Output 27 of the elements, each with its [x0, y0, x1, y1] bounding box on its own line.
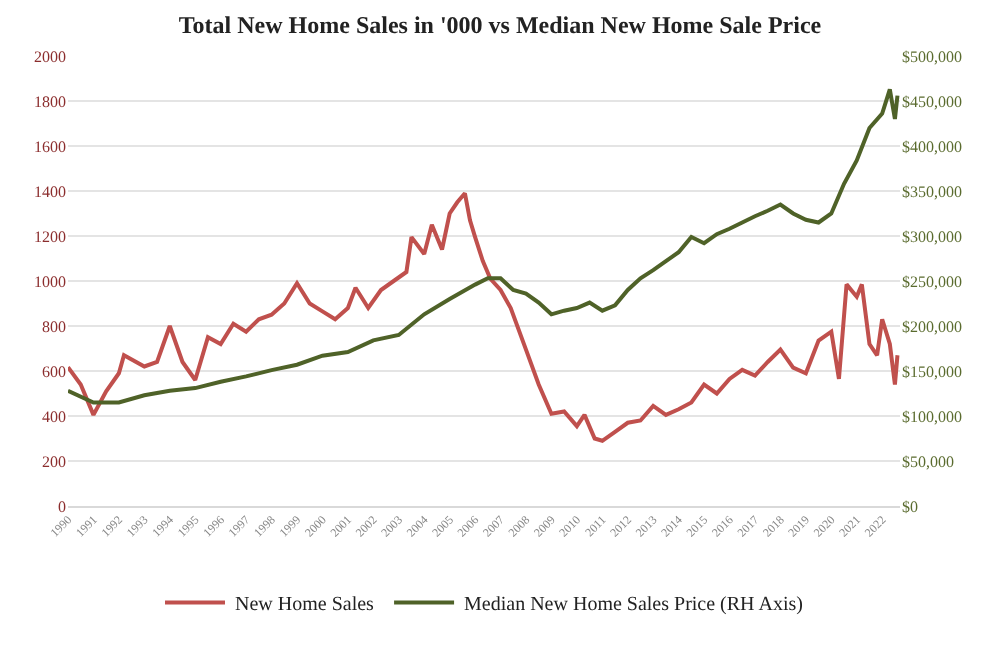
y2-tick-label: $450,000	[902, 92, 962, 111]
chart-title: Total New Home Sales in '000 vs Median New Home Sale Price	[178, 11, 823, 40]
y-tick-label: 1800	[34, 92, 66, 111]
y2-tick-label: $150,000	[902, 362, 962, 381]
y2-tick-label: $500,000	[902, 47, 962, 66]
legend-label: Median New Home Sales Price (RH Axis)	[464, 594, 803, 617]
legend-label: New Home Sales	[235, 594, 375, 617]
y2-tick-label: $0	[902, 497, 918, 516]
y2-tick-label: $250,000	[902, 272, 962, 291]
y-tick-label: 200	[42, 452, 66, 471]
y-tick-label: 600	[42, 362, 66, 381]
y2-tick-label: $400,000	[902, 137, 962, 156]
y2-tick-label: $300,000	[902, 227, 962, 246]
y-tick-label: 1200	[34, 227, 66, 246]
y-tick-label: 800	[42, 317, 66, 336]
y-tick-label: 1600	[34, 137, 66, 156]
line-series	[68, 191, 900, 443]
y-tick-label: 1400	[34, 182, 66, 201]
y2-tick-label: $350,000	[902, 182, 962, 201]
line-series	[68, 87, 900, 405]
y2-tick-label: $50,000	[902, 452, 954, 471]
y2-tick-label: $200,000	[902, 317, 962, 336]
y-tick-label: 400	[42, 407, 66, 426]
y-tick-label: 0	[58, 497, 66, 516]
y-tick-label: 2000	[34, 47, 66, 66]
y-tick-label: 1000	[34, 272, 66, 291]
y2-tick-label: $100,000	[902, 407, 962, 426]
